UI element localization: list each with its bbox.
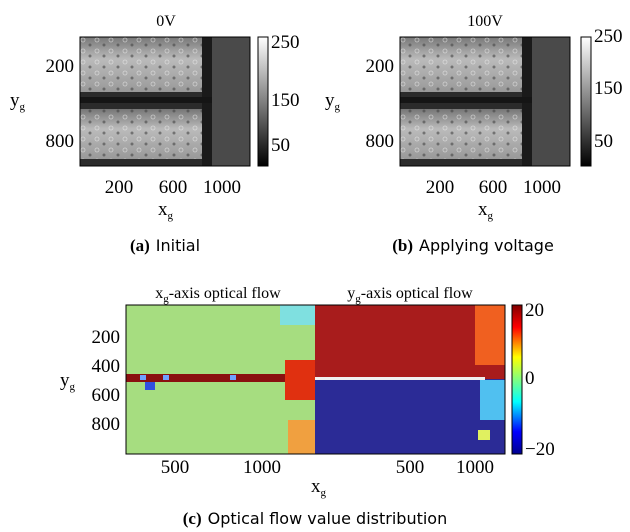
x-tick-label: 1000 — [203, 177, 241, 198]
x-tick-label: 1000 — [243, 457, 281, 478]
x-tick-label: 500 — [396, 457, 425, 478]
y-tick-label: 600 — [92, 385, 121, 406]
panel-title: 0V — [156, 13, 176, 30]
caption: (b) Applying voltage — [392, 236, 554, 255]
colorbar-tick-label: 0 — [525, 368, 535, 389]
colorbar-tick-label: −20 — [525, 439, 555, 460]
colorbar-tick-label: 250 — [271, 32, 300, 53]
panel-title: xg-axis optical flow — [155, 285, 281, 305]
colorbar-tick-label: 150 — [594, 78, 623, 99]
micrograph — [400, 37, 570, 166]
y-tick-label: 200 — [366, 56, 395, 77]
y-label: yg — [60, 370, 76, 393]
x-tick-label: 1000 — [456, 457, 494, 478]
x-tick-label: 1000 — [523, 177, 561, 198]
x-tick-label: 600 — [159, 177, 188, 198]
x-tick-label: 500 — [161, 457, 190, 478]
colorbar-tick-label: 50 — [594, 131, 613, 152]
frame — [399, 36, 571, 167]
colorbar — [257, 36, 269, 167]
y-tick-label: 800 — [366, 131, 395, 152]
y-tick-label: 200 — [92, 327, 121, 348]
frame — [79, 36, 251, 167]
y-tick-label: 200 — [46, 56, 75, 77]
x-label: xg — [311, 476, 327, 499]
colorbar-tick-label: 20 — [525, 300, 544, 321]
caption: (a) Initial — [130, 236, 200, 255]
colorbar-tick-label: 50 — [271, 135, 290, 156]
x-tick-label: 200 — [426, 177, 455, 198]
y-tick-label: 400 — [92, 356, 121, 377]
caption: (c) Optical flow value distribution — [183, 509, 447, 528]
colorbar — [511, 304, 523, 455]
colorbar-tick-label: 150 — [271, 90, 300, 111]
y-label: yg — [325, 90, 341, 113]
flow-map — [126, 305, 505, 454]
y-tick-label: 800 — [92, 414, 121, 435]
y-tick-label: 800 — [46, 131, 75, 152]
micrograph — [80, 37, 250, 166]
frame — [125, 304, 506, 455]
y-label: yg — [10, 90, 26, 113]
x-label: xg — [158, 199, 174, 222]
panel-title: yg-axis optical flow — [347, 285, 473, 305]
x-tick-label: 600 — [479, 177, 508, 198]
panel-title: 100V — [467, 13, 503, 30]
x-tick-label: 200 — [105, 177, 134, 198]
colorbar — [580, 36, 592, 167]
colorbar-tick-label: 250 — [594, 26, 623, 47]
x-label: xg — [478, 199, 494, 222]
